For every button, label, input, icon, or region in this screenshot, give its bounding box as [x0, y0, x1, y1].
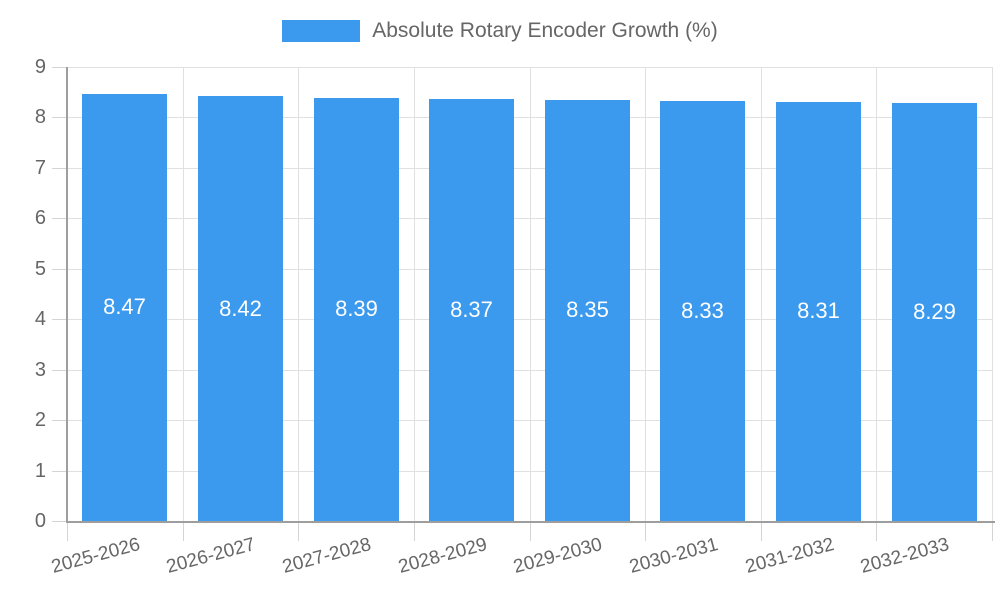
- bar[interactable]: [82, 94, 167, 521]
- y-gridline: [67, 420, 992, 421]
- y-gridline: [67, 319, 992, 320]
- y-axis-tick: [52, 168, 67, 169]
- y-axis-line: [66, 67, 68, 521]
- y-gridline: [67, 218, 992, 219]
- y-gridline: [67, 67, 992, 68]
- y-axis-tick: [52, 218, 67, 219]
- legend-color-swatch: [282, 20, 361, 42]
- x-gridline: [298, 67, 299, 521]
- legend-item[interactable]: Absolute Rotary Encoder Growth (%): [0, 16, 1000, 46]
- x-gridline: [645, 67, 646, 521]
- x-gridline: [876, 67, 877, 521]
- y-gridline: [67, 471, 992, 472]
- y-axis-tick-label: 4: [34, 308, 46, 330]
- y-axis-tick-label: 5: [34, 258, 46, 280]
- x-gridline: [183, 67, 184, 521]
- y-axis-tick: [52, 319, 67, 320]
- x-axis-tick: [298, 521, 299, 541]
- y-gridline: [67, 168, 992, 169]
- x-axis-tick: [183, 521, 184, 541]
- bar[interactable]: [314, 98, 399, 521]
- x-axis-tick: [414, 521, 415, 541]
- x-gridline: [761, 67, 762, 521]
- y-axis-tick: [52, 420, 67, 421]
- legend-label: Absolute Rotary Encoder Growth (%): [372, 19, 718, 42]
- bar[interactable]: [892, 103, 977, 521]
- x-gridline: [414, 67, 415, 521]
- bar[interactable]: [776, 102, 861, 521]
- y-axis-tick-label: 8: [34, 106, 46, 128]
- y-axis-tick-label: 2: [34, 409, 46, 431]
- bar[interactable]: [198, 96, 283, 521]
- x-gridline: [530, 67, 531, 521]
- y-axis-tick-label: 3: [34, 359, 46, 381]
- x-axis-tick: [530, 521, 531, 541]
- y-axis-tick: [52, 269, 67, 270]
- y-gridline: [67, 269, 992, 270]
- bar[interactable]: [429, 99, 514, 521]
- y-axis-tick: [52, 471, 67, 472]
- y-gridline: [67, 117, 992, 118]
- x-axis-tick: [645, 521, 646, 541]
- x-axis-tick: [67, 521, 68, 541]
- x-gridline: [992, 67, 993, 521]
- x-axis-line: [66, 521, 995, 523]
- y-axis-tick: [52, 521, 67, 522]
- y-axis-tick: [52, 117, 67, 118]
- y-axis-tick-label: 7: [34, 157, 46, 179]
- y-axis-tick: [52, 67, 67, 68]
- x-axis-tick: [876, 521, 877, 541]
- x-axis-tick: [761, 521, 762, 541]
- bar[interactable]: [660, 101, 745, 521]
- y-axis-tick-label: 1: [34, 460, 46, 482]
- bar[interactable]: [545, 100, 630, 521]
- y-axis-tick: [52, 370, 67, 371]
- y-axis-tick-label: 6: [34, 207, 46, 229]
- y-axis-tick-label: 0: [34, 510, 46, 532]
- y-gridline: [67, 370, 992, 371]
- y-axis-tick-label: 9: [34, 56, 46, 78]
- x-axis-tick: [992, 521, 993, 541]
